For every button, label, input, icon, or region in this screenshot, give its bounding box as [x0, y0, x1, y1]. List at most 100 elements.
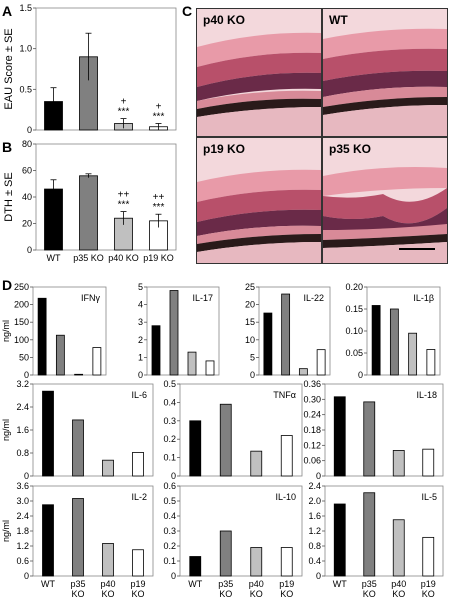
micrograph-label: WT: [329, 13, 348, 27]
significance-label: ***: [118, 200, 130, 211]
panel-letter-d: D: [2, 277, 12, 293]
bar: [72, 419, 84, 477]
y-tick-label: 50: [19, 352, 29, 362]
y-tick-label: 150: [14, 317, 29, 327]
x-tick-label: p35: [362, 579, 377, 589]
y-tick-label: 1.6: [16, 425, 29, 435]
y-tick-label: 0.4: [163, 511, 176, 521]
y-tick-label: 3.6: [16, 481, 29, 491]
y-tick-label: 0: [27, 245, 32, 255]
panel-letter-b: B: [2, 139, 12, 155]
y-axis-label: EAU Score ± SE: [3, 28, 15, 109]
bar: [408, 332, 418, 376]
scale-bar: [399, 248, 435, 250]
y-tick-label: 1.2: [308, 526, 321, 536]
y-tick-label: 0.4: [308, 556, 321, 566]
bar: [298, 368, 308, 376]
x-tick-label: p40: [249, 579, 264, 589]
y-tick-label: 1.6: [308, 511, 321, 521]
bar: [102, 459, 114, 477]
y-tick-label: 3: [138, 317, 143, 327]
bar: [422, 448, 435, 477]
bar: [281, 293, 291, 376]
bar: [102, 543, 114, 577]
y-tick-label: 250: [14, 282, 29, 292]
y-tick-label: 2.0: [308, 496, 321, 506]
y-tick-label: 0.30: [303, 394, 321, 404]
y-tick-label: 0.12: [303, 440, 321, 450]
x-tick-label: p35: [70, 579, 85, 589]
bar: [132, 452, 144, 477]
bar: [189, 420, 202, 477]
y-axis-label: ng/ml: [1, 520, 11, 542]
y-tick-label: 0.15: [345, 304, 363, 314]
chart-title: TNFα: [273, 390, 296, 400]
x-tick-label: KO: [71, 589, 84, 599]
micrograph-label: p19 KO: [203, 142, 246, 156]
bar: [205, 360, 215, 376]
bar: [333, 396, 346, 477]
bar: [333, 503, 346, 577]
plot-frame: [35, 7, 177, 131]
chart-title: IL-6: [131, 390, 147, 400]
y-axis-label: ng/ml: [1, 419, 11, 441]
plot-frame: [258, 286, 331, 376]
x-tick-label: KO: [280, 589, 293, 599]
y-tick-label: 0.5: [19, 84, 32, 94]
y-tick-label: 5: [138, 282, 143, 292]
y-tick-label: 0: [316, 471, 321, 481]
y-tick-label: 0: [27, 125, 32, 135]
x-tick-label: p19: [279, 579, 294, 589]
x-tick-label: KO: [422, 589, 435, 599]
bar: [219, 403, 232, 477]
significance-label: ***: [153, 111, 165, 122]
chart-title: IL-1β: [413, 293, 434, 303]
y-tick-label: 1.0: [19, 44, 32, 54]
chart-il-22: 0 5 10 15 20 25 IL-22: [245, 282, 331, 380]
panel-letter-a: A: [2, 3, 12, 19]
y-tick-label: 0: [138, 370, 143, 380]
x-tick-label: p40 KO: [108, 253, 139, 263]
y-tick-label: 0: [24, 571, 29, 581]
bar: [169, 290, 179, 376]
significance-label: +: [121, 97, 127, 108]
y-tick-label: 100: [14, 335, 29, 345]
y-axis-label: DTH ± SE: [3, 172, 15, 221]
y-tick-label: 0: [24, 370, 29, 380]
bar: [37, 297, 47, 376]
y-tick-label: 25: [245, 282, 255, 292]
bar: [371, 305, 381, 376]
significance-label: ++: [118, 190, 130, 201]
chart-il-18: 0 0.06 0.12 0.18 0.24 0.30 0.36 IL-18: [303, 379, 444, 481]
micrograph-p40-ko: p40 KO: [196, 8, 322, 137]
y-tick-label: 0.2: [163, 541, 176, 551]
bar: [55, 334, 65, 376]
x-tick-label: p19: [130, 579, 145, 589]
plot-frame: [179, 383, 303, 477]
y-tick-label: 0.5: [163, 379, 176, 389]
bar: [250, 450, 263, 477]
y-tick-label: 1.2: [16, 541, 29, 551]
bar: [422, 536, 435, 577]
significance-label: +: [156, 101, 162, 112]
bar: [151, 325, 161, 376]
y-tick-label: 0.36: [303, 379, 321, 389]
x-tick-label: KO: [250, 589, 263, 599]
y-tick-label: 0.6: [163, 481, 176, 491]
y-tick-label: 0.06: [303, 456, 321, 466]
y-tick-label: 3.0: [16, 496, 29, 506]
retina-tissue-image: [323, 138, 447, 263]
micrograph-wt: WT: [322, 8, 448, 137]
chart-ifn: 0 50 100 150 200 250 ng/ml IFNγ: [1, 282, 107, 380]
y-tick-label: 0.10: [345, 326, 363, 336]
retina-tissue-image: [197, 9, 321, 136]
bar: [263, 312, 273, 376]
y-tick-label: 80: [22, 139, 32, 149]
retina-tissue-image: [323, 9, 447, 136]
x-tick-label: p35 KO: [73, 253, 104, 263]
chart-title: IL-17: [192, 293, 213, 303]
